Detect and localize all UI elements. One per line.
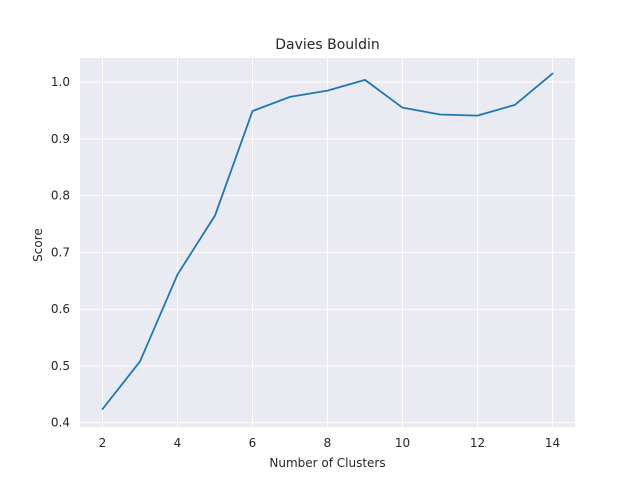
x-tick-labels: 2 4 6 8 10 12 14 xyxy=(99,436,560,450)
y-grid xyxy=(80,81,575,424)
chart-title: Davies Bouldin xyxy=(275,37,379,53)
x-tick-label: 8 xyxy=(324,436,332,450)
y-tick-label: 0.8 xyxy=(51,189,70,203)
y-tick-label: 0.9 xyxy=(51,132,70,146)
x-tick-label: 4 xyxy=(174,436,182,450)
y-tick-label: 1.0 xyxy=(51,75,70,89)
y-tick-label: 0.4 xyxy=(51,416,70,430)
y-axis-label: Score xyxy=(31,228,45,262)
x-tick-label: 10 xyxy=(395,436,410,450)
x-tick-label: 14 xyxy=(545,436,560,450)
x-tick-label: 12 xyxy=(470,436,485,450)
x-tick-label: 6 xyxy=(249,436,257,450)
series-line xyxy=(101,72,554,411)
y-tick-label: 0.7 xyxy=(51,245,70,259)
y-tick-labels: 0.4 0.5 0.6 0.7 0.8 0.9 1.0 xyxy=(51,75,70,430)
x-axis-label: Number of Clusters xyxy=(269,456,385,470)
x-tick-label: 2 xyxy=(99,436,107,450)
y-tick-label: 0.6 xyxy=(51,302,70,316)
y-tick-label: 0.5 xyxy=(51,359,70,373)
